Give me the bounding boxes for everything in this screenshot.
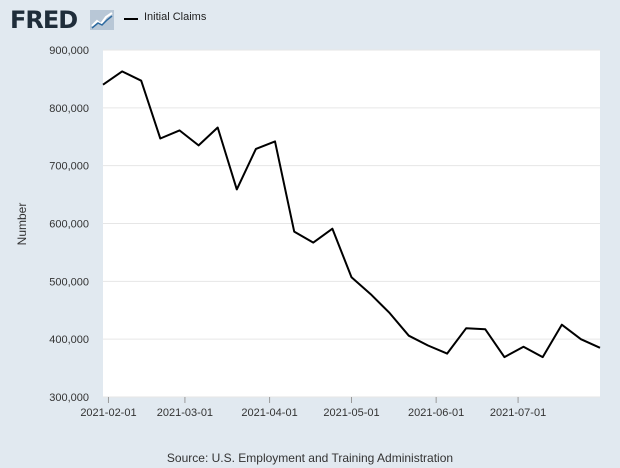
y-axis-title: Number: [15, 203, 29, 246]
y-tick-label: 900,000: [49, 45, 89, 57]
legend-label: Initial Claims: [144, 11, 207, 23]
x-tick-label: 2021-02-01: [80, 407, 136, 419]
y-tick-label: 700,000: [49, 161, 89, 173]
line-chart: 300,000 400,000 500,000 600,000 700,000 800,0…: [15, 45, 601, 419]
gridlines: [103, 49, 600, 398]
header: FRED Initial Claims: [0, 0, 620, 40]
y-tick-label: 600,000: [49, 219, 89, 231]
x-tick-label: 2021-03-01: [157, 407, 213, 419]
series-line-initial-claims[interactable]: [102, 70, 601, 359]
series-group: [102, 70, 601, 359]
y-tick-label: 400,000: [49, 334, 89, 346]
y-tick-label: 500,000: [49, 276, 89, 288]
y-tick-label: 800,000: [49, 103, 89, 115]
chart-line-icon: [90, 10, 114, 30]
source-note: Source: U.S. Employment and Training Adm…: [166, 451, 454, 465]
x-tick-label: 2021-05-01: [323, 407, 379, 419]
legend-swatch: [124, 18, 138, 20]
x-tick-label: 2021-06-01: [408, 407, 464, 419]
y-axis-ticks: 300,000 400,000 500,000 600,000 700,000 800,0…: [49, 45, 89, 404]
y-tick-label: 300,000: [49, 392, 89, 404]
x-tick-label: 2021-04-01: [241, 407, 297, 419]
x-axis-ticks: 2021-02-01 2021-03-01 2021-04-01 2021-05-01…: [80, 397, 546, 419]
fred-logo[interactable]: FRED: [10, 6, 78, 34]
x-tick-label: 2021-07-01: [490, 407, 546, 419]
